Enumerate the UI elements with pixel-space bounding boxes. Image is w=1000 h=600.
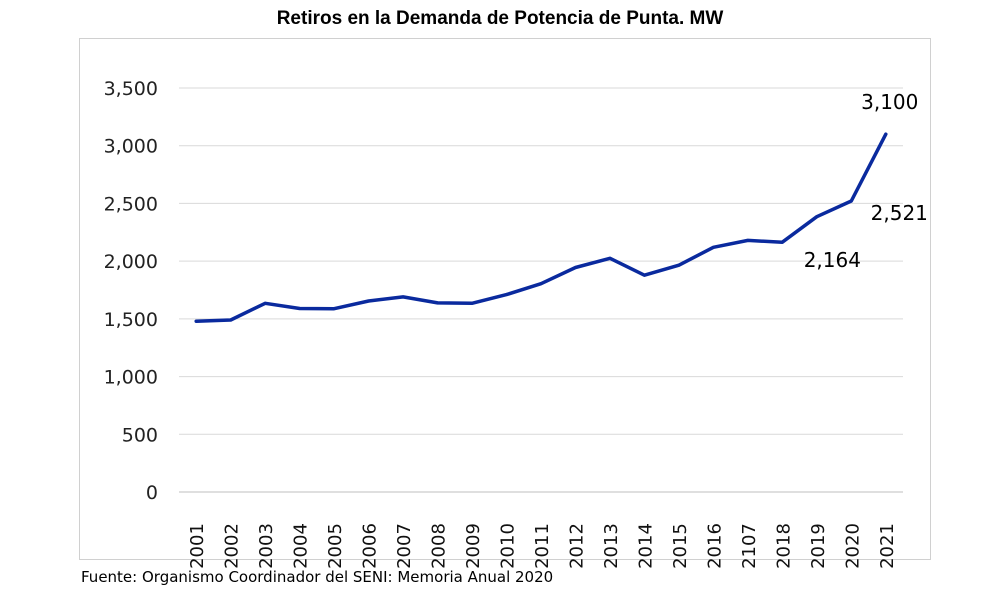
y-tick-label: 3,000 <box>104 136 158 158</box>
chart-title: Retiros en la Demanda de Potencia de Pun… <box>276 8 724 29</box>
x-tick-label: 2005 <box>325 523 346 569</box>
data-label: 3,100 <box>861 90 918 114</box>
x-tick-label: 2107 <box>739 523 760 569</box>
chart-frame <box>79 38 931 560</box>
x-tick-label: 2010 <box>498 523 519 569</box>
y-tick-label: 3,500 <box>104 78 158 100</box>
x-tick-label: 2016 <box>704 523 725 569</box>
data-label: 2,164 <box>804 248 861 272</box>
source-note: Fuente: Organismo Coordinador del SENI: … <box>81 568 554 586</box>
x-tick-label: 2021 <box>877 523 898 569</box>
x-tick-label: 2007 <box>394 523 415 569</box>
x-tick-label: 2015 <box>670 523 691 569</box>
y-tick-label: 2,000 <box>104 251 158 273</box>
y-tick-label: 0 <box>146 482 158 504</box>
x-tick-label: 2003 <box>256 523 277 569</box>
y-tick-label: 1,500 <box>104 309 158 331</box>
y-tick-label: 2,500 <box>104 193 158 215</box>
x-tick-label: 2012 <box>566 523 587 569</box>
x-tick-label: 2006 <box>360 523 381 569</box>
x-tick-label: 2018 <box>773 523 794 569</box>
x-tick-label: 2004 <box>291 523 312 569</box>
y-tick-label: 500 <box>122 424 158 446</box>
series-line <box>194 132 888 323</box>
x-tick-label: 2020 <box>842 523 863 569</box>
y-tick-label: 1,000 <box>104 367 158 389</box>
x-tick-label: 2019 <box>808 523 829 569</box>
x-tick-label: 2002 <box>222 523 243 569</box>
x-tick-label: 2013 <box>601 523 622 569</box>
data-label: 2,521 <box>871 201 928 225</box>
x-tick-label: 2009 <box>463 523 484 569</box>
x-tick-label: 2008 <box>429 523 450 569</box>
x-tick-label: 2014 <box>635 523 656 569</box>
x-tick-label: 2011 <box>532 523 553 569</box>
x-tick-label: 2001 <box>187 523 208 569</box>
